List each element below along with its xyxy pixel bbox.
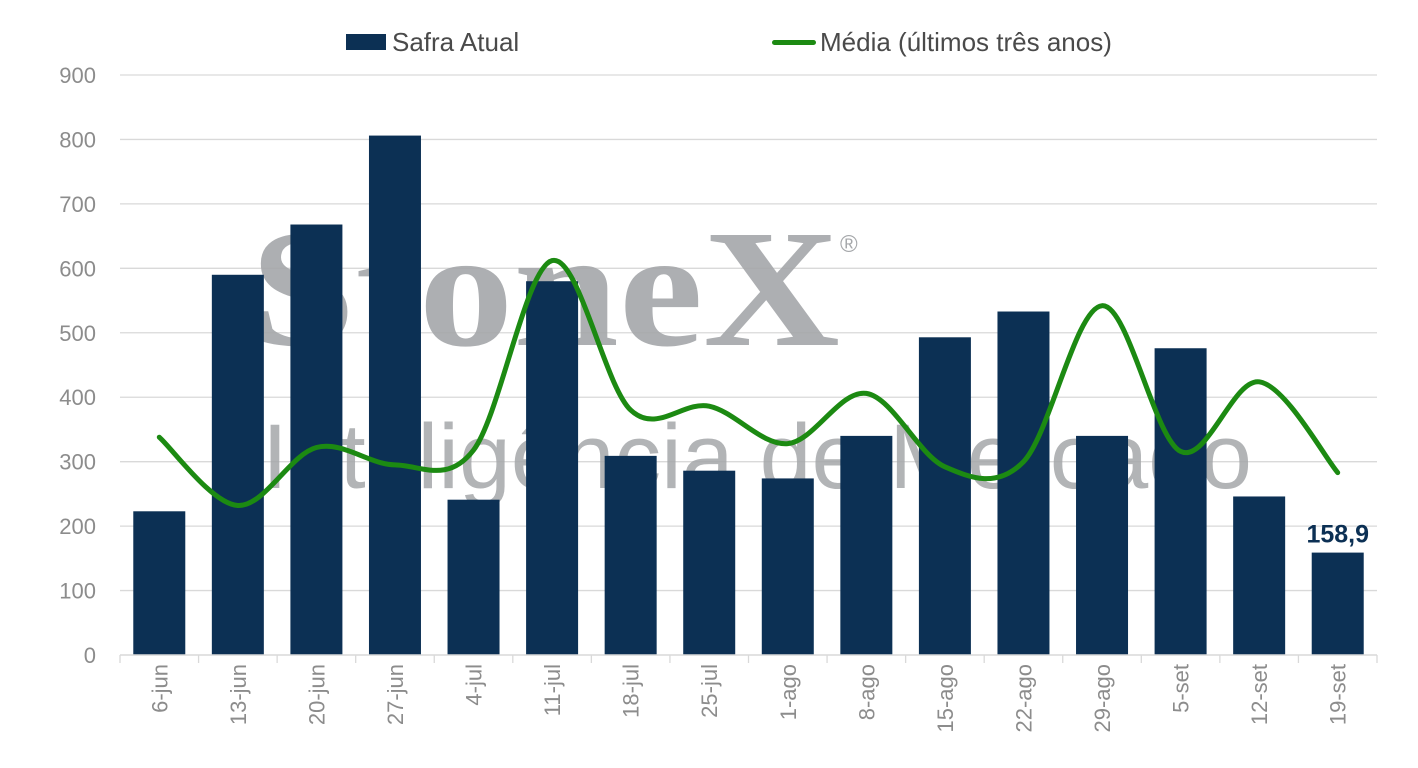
- x-tick-label: 25-jul: [697, 664, 722, 718]
- bar: [604, 455, 657, 655]
- bar: [133, 511, 186, 655]
- legend-label-media: Média (últimos três anos): [820, 26, 1112, 57]
- data-labels: 158,9: [1306, 521, 1369, 549]
- y-tick-label: 600: [59, 256, 96, 281]
- average-line: [156, 258, 1341, 509]
- x-tick-label: 1-ago: [776, 664, 801, 720]
- bar: [526, 281, 579, 655]
- x-tick-label: 15-ago: [933, 664, 958, 733]
- x-tick-label: 6-jun: [147, 664, 172, 713]
- bar: [1233, 496, 1286, 655]
- x-tick-label: 22-ago: [1011, 664, 1036, 733]
- bar: [447, 499, 500, 655]
- bar: [761, 478, 814, 655]
- y-tick-label: 700: [59, 192, 96, 217]
- y-tick-label: 100: [59, 579, 96, 604]
- data-label: 158,9: [1306, 521, 1369, 549]
- y-tick-label: 900: [59, 63, 96, 88]
- x-tick-label: 8-ago: [854, 664, 879, 720]
- x-tick-label: 4-jul: [462, 664, 487, 706]
- x-tick-label: 20-jun: [304, 664, 329, 725]
- x-tick-label: 18-jul: [619, 664, 644, 718]
- legend-label-safra-atual: Safra Atual: [392, 26, 520, 57]
- legend-item-media: Média (últimos três anos): [772, 24, 1112, 60]
- x-tick-label: 27-jun: [383, 664, 408, 725]
- x-tick-label: 5-set: [1169, 664, 1194, 713]
- average-line-group: [156, 258, 1341, 509]
- watermark-registered: ®: [840, 231, 858, 258]
- bar: [211, 274, 264, 655]
- legend-swatch-line: [772, 39, 816, 45]
- bar: [1076, 435, 1129, 655]
- x-tick-label: 13-jun: [226, 664, 251, 725]
- bar: [1311, 552, 1364, 655]
- bar: [840, 435, 893, 655]
- y-tick-label: 0: [84, 643, 96, 668]
- y-tick-label: 200: [59, 514, 96, 539]
- bar: [368, 135, 421, 656]
- legend-item-safra-atual: Safra Atual: [346, 24, 519, 60]
- bars: [133, 135, 1364, 656]
- legend-swatch-bar: [346, 34, 386, 50]
- y-tick-label: 500: [59, 321, 96, 346]
- x-tick-label: 11-jul: [540, 664, 565, 716]
- bar: [997, 311, 1050, 655]
- y-tick-label: 300: [59, 450, 96, 475]
- x-tick-label: 29-ago: [1090, 664, 1115, 733]
- bar: [918, 337, 971, 655]
- legend: Safra Atual Média (últimos três anos): [0, 24, 1418, 60]
- bar: [1154, 348, 1207, 655]
- bar: [683, 470, 736, 655]
- x-tick-label: 12-set: [1247, 664, 1272, 725]
- x-tick-label: 19-set: [1326, 664, 1351, 725]
- axes: 0 100 200 300 400 500 600 700 800 900 6-jun 13-jun 2…: [59, 63, 1378, 733]
- y-tick-label: 400: [59, 385, 96, 410]
- bar: [290, 224, 343, 655]
- y-tick-label: 800: [59, 127, 96, 152]
